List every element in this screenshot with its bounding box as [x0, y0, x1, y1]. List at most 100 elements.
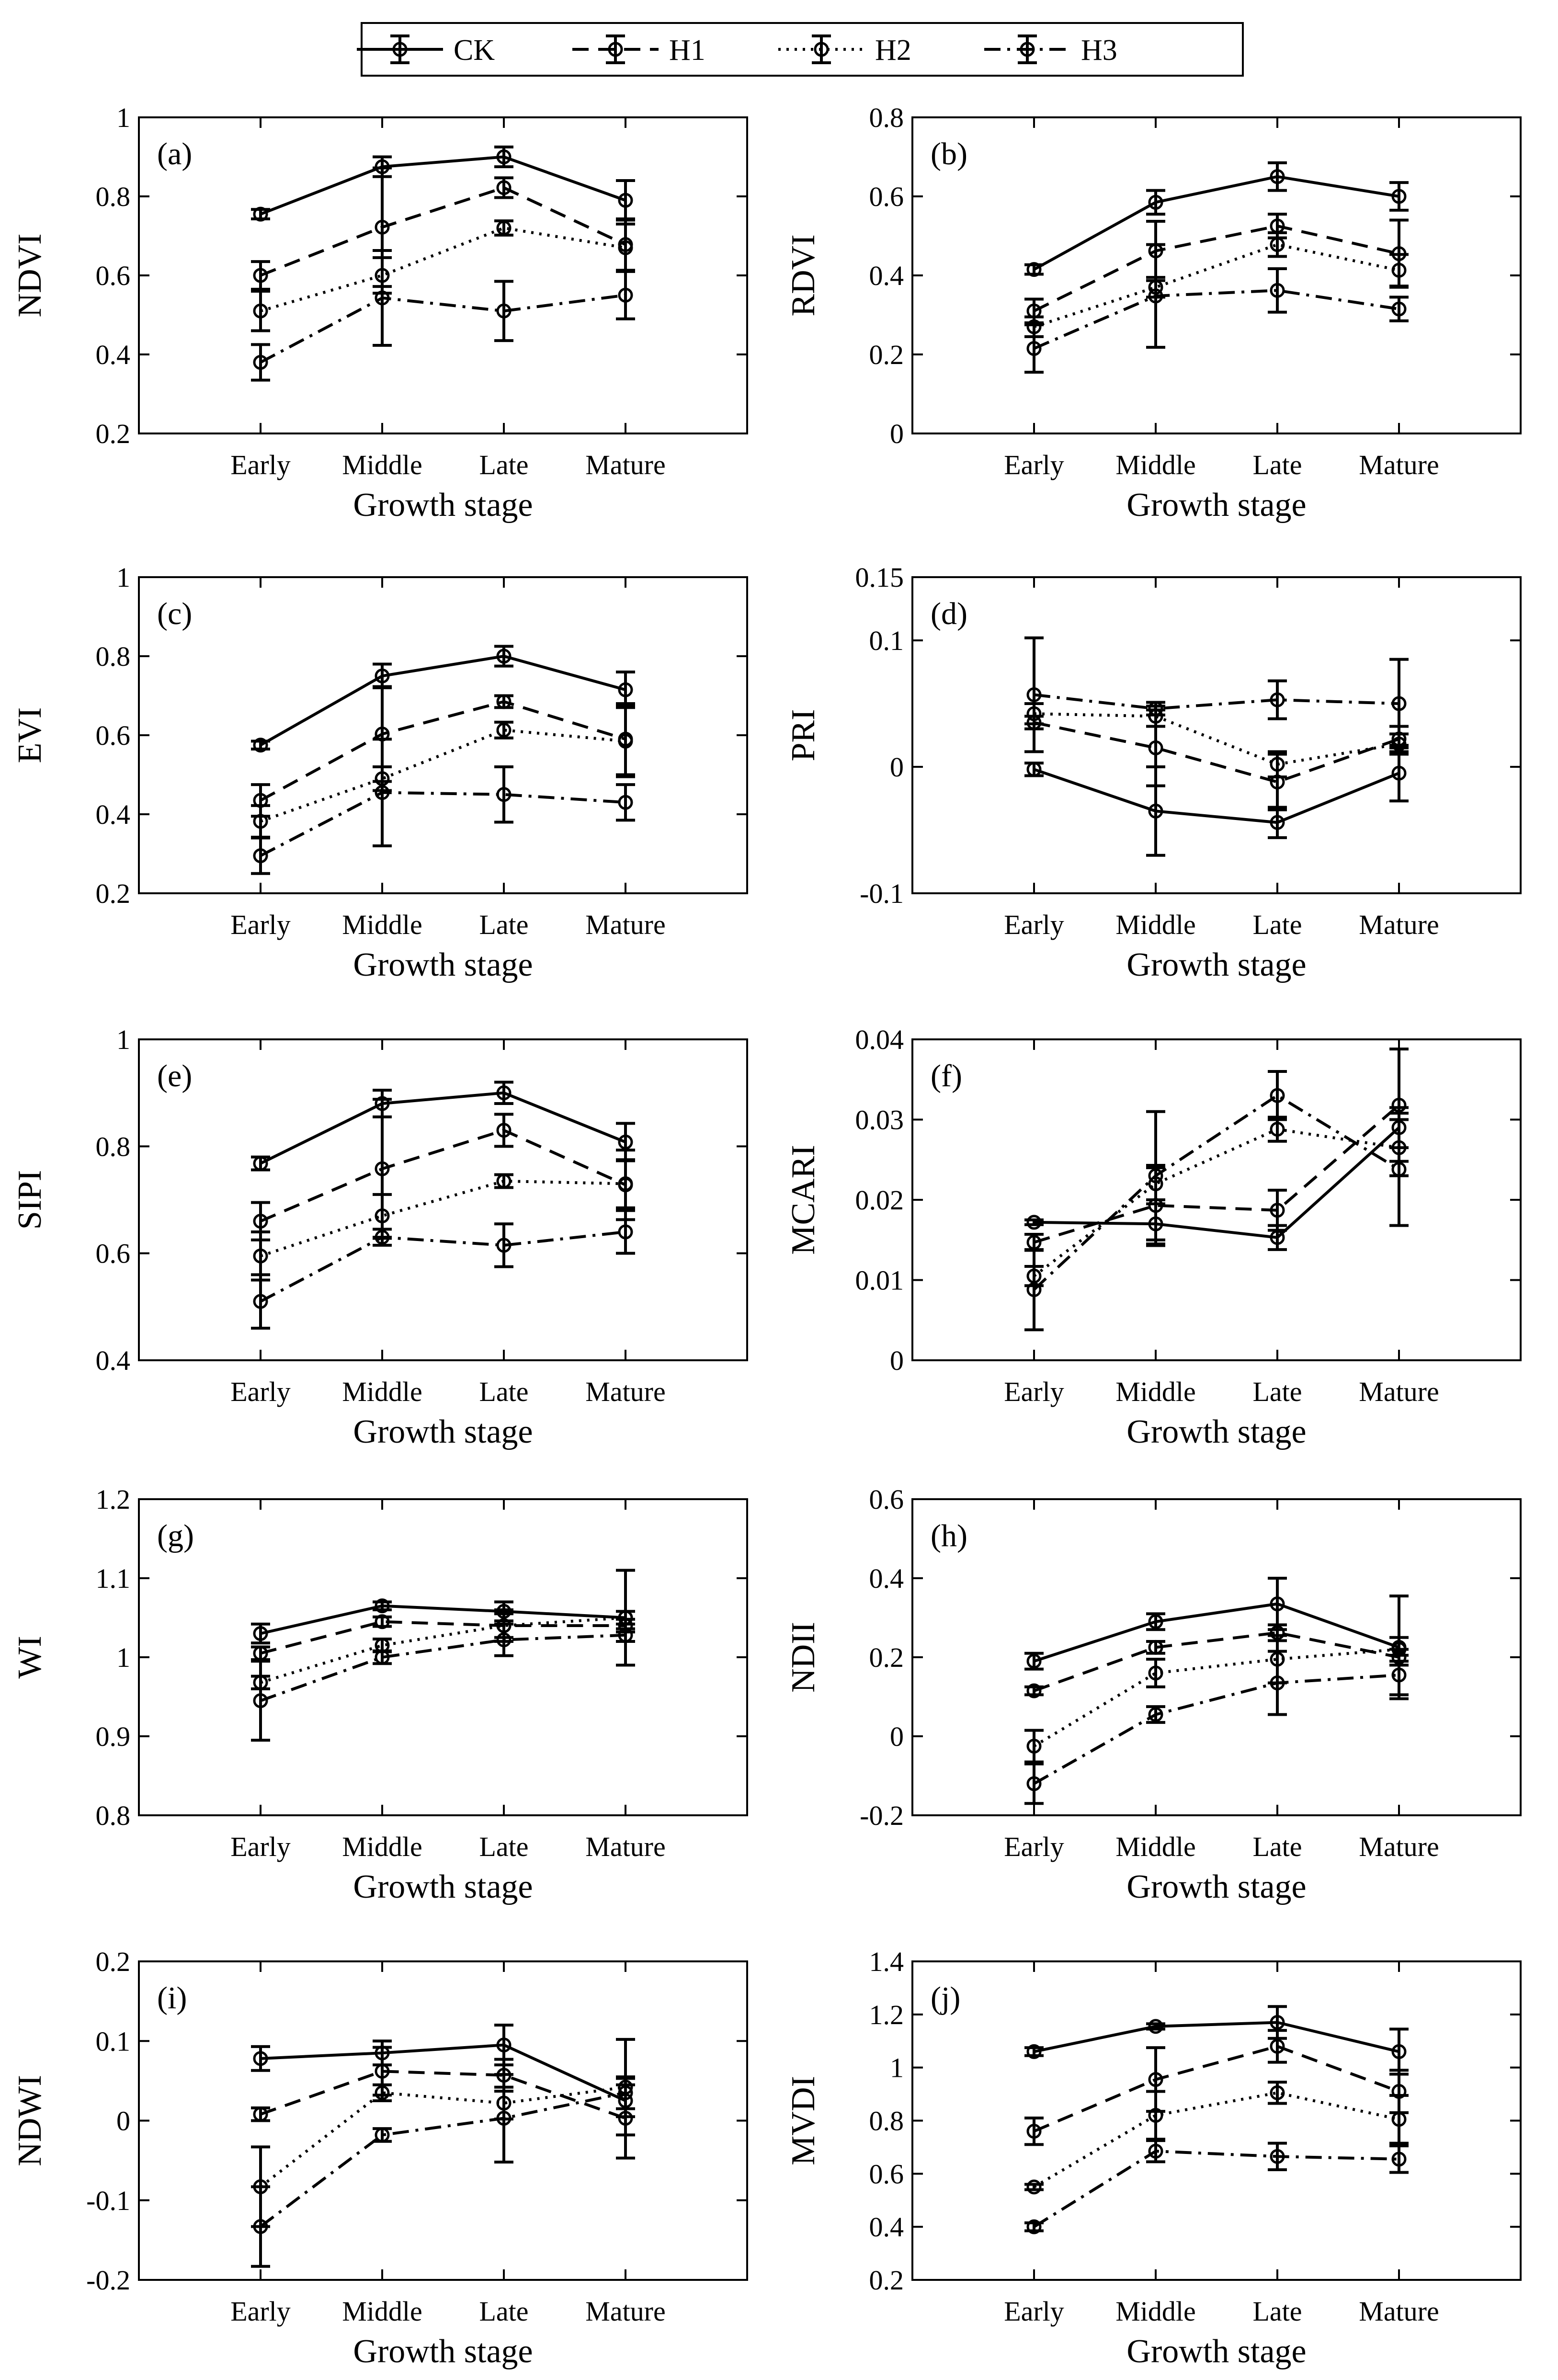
data-point	[1026, 2124, 1042, 2139]
y-axis-label: RDVI	[785, 234, 822, 316]
y-tick-label: 0	[890, 752, 904, 783]
axes-frame	[138, 116, 748, 434]
axes-frame	[911, 1960, 1522, 2281]
series-line	[260, 226, 626, 313]
series-line	[260, 186, 626, 277]
series-line	[260, 2070, 626, 2120]
data-point	[1026, 1215, 1042, 1230]
data-point	[375, 1650, 390, 1665]
panel-label: (h)	[931, 1518, 967, 1553]
data-point	[1391, 765, 1407, 781]
y-tick-label: -0.1	[860, 878, 904, 909]
data-point	[1026, 2179, 1042, 2195]
series-ck	[251, 645, 635, 753]
series-h1	[1024, 2029, 1409, 2146]
panel-label: (d)	[931, 596, 967, 631]
series-line	[1034, 2021, 1399, 2053]
data-point	[253, 1294, 268, 1309]
panel-label: (a)	[157, 137, 192, 171]
y-axis-label: MVDI	[785, 2076, 822, 2165]
data-point	[496, 1632, 512, 1648]
data-point	[253, 1646, 268, 1661]
data-point	[496, 1123, 512, 1138]
y-tick-label: 1.2	[96, 1484, 131, 1515]
data-point	[618, 1610, 633, 1625]
data-point	[1148, 803, 1163, 819]
data-point	[253, 206, 268, 222]
y-tick-label: 0.04	[855, 1024, 904, 1055]
y-tick-label: 0.4	[96, 799, 131, 830]
y-tick-label: 0	[890, 1345, 904, 1376]
data-point	[1391, 262, 1407, 278]
data-point	[375, 668, 390, 683]
y-tick-label: 0.8	[869, 102, 904, 133]
x-tick-label: Early	[1004, 449, 1064, 480]
y-tick-label: 0.6	[96, 720, 131, 751]
x-tick-label: Middle	[342, 449, 422, 480]
x-axis-label: Growth stage	[1126, 946, 1306, 983]
data-point	[375, 1230, 390, 1245]
y-tick-label: 0.4	[96, 339, 131, 370]
data-point	[496, 649, 512, 664]
data-point	[375, 2127, 390, 2142]
series-h3	[251, 738, 635, 875]
y-axis-label: WI	[11, 1636, 48, 1678]
data-point	[1026, 1653, 1042, 1669]
series-h3	[1024, 243, 1409, 374]
data-point	[1148, 1168, 1163, 1184]
panel-i: -0.2 -0.1 0 0.1 0.2 Early Middle Late Mature Grow…	[11, 1946, 748, 2370]
data-point	[1026, 1683, 1042, 1698]
data-point	[253, 2107, 268, 2122]
y-axis-label: NDVI	[11, 234, 48, 318]
data-point	[1148, 740, 1163, 755]
panels: 0.2 0.4 0.6 0.8 1 Early Middle Late Mature Growth…	[11, 102, 1522, 2370]
legend-entry-h2: H2	[778, 34, 911, 67]
axes-frame	[911, 1038, 1522, 1361]
series-h3	[251, 2073, 635, 2268]
x-axis-label: Growth stage	[353, 487, 533, 524]
y-tick-label: 0.8	[869, 2106, 904, 2137]
data-point	[1391, 2044, 1407, 2059]
data-point	[1391, 2112, 1407, 2127]
data-point	[1270, 237, 1285, 252]
data-point	[1026, 1282, 1042, 1298]
series-line	[1033, 175, 1399, 271]
x-tick-label: Early	[1004, 1831, 1064, 1862]
x-tick-label: Late	[479, 1376, 528, 1407]
series-line	[260, 155, 626, 216]
data-point	[253, 2219, 268, 2234]
series-ck	[251, 1081, 635, 1172]
x-tick-label: Mature	[1359, 909, 1439, 940]
x-tick-label: Middle	[1115, 1376, 1196, 1407]
series-line	[1033, 1093, 1400, 1291]
series-h1	[251, 1098, 635, 1241]
panel-h: -0.2 0 0.2 0.4 0.6 Early Middle Late Mature Growt…	[785, 1484, 1522, 1905]
series-h1	[251, 166, 635, 291]
x-tick-label: Early	[230, 909, 291, 940]
y-tick-label: 0.4	[869, 2211, 904, 2243]
series-h2	[1024, 231, 1409, 338]
data-point	[1391, 2152, 1407, 2167]
series-h2	[251, 2038, 635, 2228]
series-line	[1034, 721, 1399, 784]
panel-g: 0.8 0.9 1 1.1 1.2 Early Middle Late Mature Growth…	[11, 1484, 748, 1905]
data-point	[618, 1176, 633, 1191]
series-line	[260, 1179, 626, 1258]
data-point	[1270, 169, 1285, 184]
x-tick-label: Late	[479, 1831, 528, 1862]
data-point	[1270, 1203, 1285, 1218]
x-tick-label: Mature	[585, 449, 666, 480]
series-line	[260, 1616, 626, 1684]
legend-entry-ck: CK	[357, 34, 495, 67]
y-tick-label: 0.03	[855, 1105, 904, 1136]
data-point	[618, 2085, 633, 2100]
data-point	[1270, 2149, 1285, 2164]
x-tick-label: Early	[230, 1376, 291, 1407]
data-point	[496, 1238, 512, 1253]
data-point	[253, 303, 268, 319]
series-h1	[251, 685, 635, 818]
x-tick-label: Late	[1252, 909, 1302, 940]
series-line	[1033, 1631, 1399, 1692]
series-line	[1033, 289, 1399, 350]
legend-box	[361, 22, 1244, 77]
